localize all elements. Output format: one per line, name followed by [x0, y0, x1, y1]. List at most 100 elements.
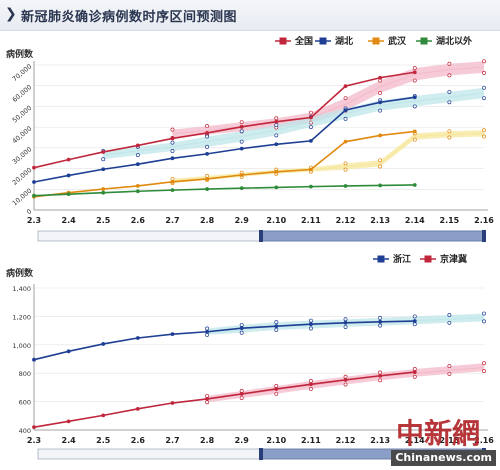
data-point: [378, 183, 383, 188]
legend-swatch: [420, 37, 428, 45]
band-lower-point: [308, 386, 313, 391]
data-point: [309, 115, 313, 120]
x-tick-label: 2.8: [200, 216, 215, 225]
y-tick-label: 0: [25, 207, 33, 216]
x-tick-label: 2.10: [266, 436, 286, 445]
data-point: [101, 342, 106, 346]
x-tick-label: 2.6: [131, 216, 146, 225]
x-tick-label: 2.6: [131, 436, 146, 445]
band-upper-point: [378, 315, 383, 320]
watermark-logo-text: 中新網: [395, 417, 480, 450]
band-lower-point: [205, 400, 210, 405]
chevron-right-icon: ❯: [5, 6, 17, 22]
data-point: [135, 336, 140, 340]
band-lower-point: [447, 135, 452, 140]
y-tick-label: 1,400: [12, 285, 31, 293]
data-point: [309, 138, 313, 143]
data-point: [343, 320, 348, 325]
data-point: [205, 131, 209, 135]
y-tick-label: 50,000: [11, 104, 34, 125]
data-point: [66, 349, 71, 354]
y-tick-label: 60,000: [11, 83, 34, 104]
band-upper-point: [482, 361, 486, 366]
data-point: [309, 382, 313, 387]
band-lower-point: [378, 108, 383, 113]
band-lower-point: [239, 396, 244, 400]
band-upper-point: [170, 140, 175, 145]
prediction-band: [172, 61, 484, 138]
legend-swatch: [377, 255, 385, 263]
legend-label: 湖北以外: [436, 35, 472, 47]
band-upper-point: [482, 311, 486, 316]
band-lower-point: [343, 325, 348, 329]
x-tick-label: 2.11: [301, 216, 321, 225]
data-point: [32, 193, 36, 198]
data-point: [205, 397, 209, 401]
data-point: [170, 332, 175, 337]
x-tick-label: 2.12: [336, 216, 356, 225]
data-point: [170, 179, 175, 184]
band-lower-point: [343, 116, 348, 121]
band-upper-point: [205, 134, 210, 139]
band-upper-point: [308, 110, 313, 115]
band-lower-point: [274, 133, 279, 138]
y-tick-label: 1,000: [12, 342, 31, 350]
data-point: [274, 119, 279, 124]
x-tick-label: 2.4: [62, 216, 77, 225]
legend-label: 浙江: [393, 253, 411, 265]
data-point: [412, 319, 417, 323]
band-lower-point: [101, 157, 106, 162]
band-lower-point: [343, 382, 348, 387]
band-lower-point: [482, 369, 486, 374]
band-upper-point: [239, 120, 244, 125]
x-tick-label: 2.9: [235, 436, 250, 445]
data-point: [274, 387, 279, 391]
data-point: [343, 84, 348, 89]
data-point: [101, 167, 106, 172]
data-point: [309, 184, 313, 189]
band-lower-point: [274, 327, 279, 332]
band-lower-point: [482, 319, 486, 324]
title-bar: ❯ 新冠肺炎确诊病例数时序区间预测图: [0, 0, 500, 31]
range-slider-handle: [259, 448, 263, 460]
x-tick-label: 2.8: [200, 436, 215, 445]
data-point: [274, 185, 279, 190]
data-point: [343, 108, 348, 113]
band-upper-point: [343, 96, 348, 101]
band-upper-point: [170, 127, 175, 132]
data-point: [239, 326, 244, 331]
band-upper-point: [378, 370, 383, 375]
data-point: [378, 319, 383, 324]
data-point: [412, 129, 417, 134]
band-lower-point: [343, 167, 348, 172]
data-point: [205, 187, 209, 191]
series-line: [33, 96, 415, 183]
chart-canvas: 病例数 010,00020,00030,00040,00050,00060,000…: [6, 35, 494, 460]
data-point: [412, 183, 417, 187]
band-upper-point: [412, 314, 417, 319]
band-lower-point: [412, 78, 417, 83]
watermark-url: Chinanews.com: [391, 450, 496, 466]
data-point: [239, 392, 244, 396]
band-upper-point: [308, 318, 313, 323]
series-line: [33, 184, 415, 197]
band-upper-point: [378, 158, 383, 163]
y-tick-label: 1,200: [12, 313, 31, 321]
chart-top: 病例数 010,00020,00030,00040,00050,00060,000…: [6, 35, 494, 242]
data-point: [343, 184, 348, 188]
legend-swatch: [279, 37, 287, 45]
band-upper-point: [447, 129, 452, 134]
y-tick-label: 800: [19, 370, 31, 378]
prediction-band: [103, 87, 484, 160]
x-tick-label: 2.13: [370, 436, 390, 445]
x-tick-label: 2.14: [405, 216, 425, 225]
band-lower-point: [447, 320, 452, 325]
series-line: [33, 320, 415, 361]
data-point: [412, 370, 417, 374]
y-tick-label: 40,000: [11, 125, 34, 146]
legend-label: 全国: [294, 35, 313, 47]
data-point: [101, 190, 106, 195]
x-tick-label: 2.4: [62, 436, 77, 445]
band-lower-point: [378, 91, 383, 95]
watermark-logo: 中新網: [396, 412, 480, 452]
